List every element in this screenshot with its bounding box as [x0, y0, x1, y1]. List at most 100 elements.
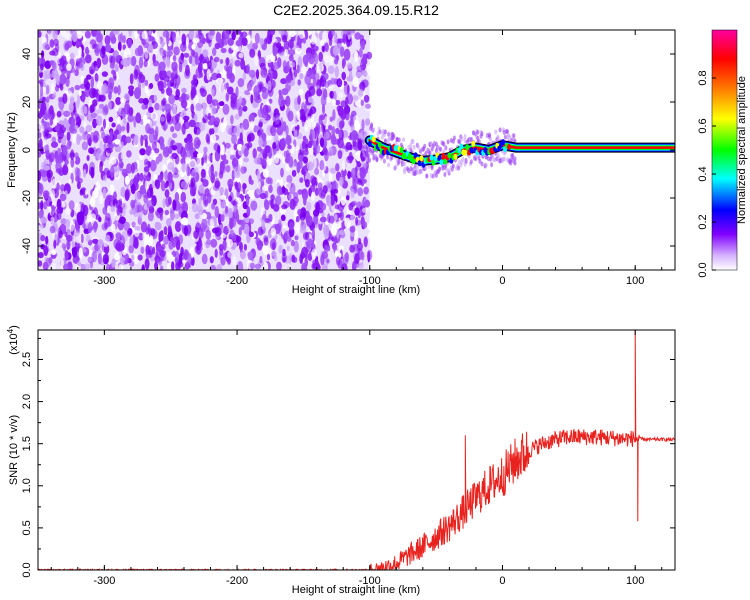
noise-speckle [347, 34, 351, 40]
noise-speckle [72, 101, 76, 114]
noise-speckle [366, 249, 373, 261]
noise-speckle [90, 76, 95, 89]
track-halo [425, 173, 429, 179]
noise-speckle [97, 253, 102, 265]
noise-speckle [341, 160, 346, 171]
noise-speckle [60, 184, 65, 192]
noise-speckle [328, 171, 333, 182]
noise-speckle [88, 147, 95, 154]
noise-speckle [48, 30, 52, 35]
noise-speckle [354, 32, 362, 40]
noise-speckle [90, 112, 98, 119]
track-halo [510, 137, 514, 143]
noise-speckle [330, 77, 335, 86]
noise-speckle [232, 256, 237, 266]
track-halo [506, 129, 509, 135]
noise-speckle [183, 52, 190, 58]
noise-speckle [52, 262, 56, 270]
noise-speckle [79, 126, 85, 134]
noise-speckle [148, 131, 155, 144]
noise-speckle [128, 85, 135, 91]
noise-speckle [366, 51, 373, 60]
noise-speckle [235, 40, 242, 47]
noise-speckle [117, 41, 122, 52]
snr-y-axis-label: SNR (10 * v/v) [8, 415, 20, 485]
noise-speckle [319, 216, 327, 223]
noise-speckle [183, 248, 188, 261]
noise-speckle [163, 226, 168, 236]
noise-speckle [50, 189, 56, 200]
noise-speckle [345, 141, 352, 151]
noise-speckle [242, 157, 249, 163]
noise-speckle [238, 226, 242, 236]
noise-speckle [190, 103, 195, 114]
noise-speckle [322, 72, 329, 81]
noise-speckle [309, 184, 315, 194]
noise-speckle [254, 55, 260, 67]
noise-speckle [305, 30, 309, 40]
noise-speckle [167, 254, 174, 263]
noise-speckle [259, 148, 266, 155]
noise-speckle [196, 152, 204, 159]
noise-speckle [120, 141, 124, 149]
noise-speckle [98, 95, 106, 102]
noise-speckle [54, 124, 60, 132]
noise-speckle [358, 88, 364, 97]
noise-speckle [66, 131, 71, 142]
noise-speckle [332, 98, 336, 106]
noise-speckle [213, 56, 220, 63]
noise-speckle [233, 171, 241, 179]
colorbar-tick-label: 0.4 [697, 166, 709, 181]
noise-speckle [56, 198, 62, 210]
noise-speckle [132, 176, 139, 186]
noise-speckle [101, 84, 107, 96]
noise-speckle [149, 82, 154, 89]
noise-speckle [86, 155, 90, 161]
noise-speckle [348, 203, 354, 211]
noise-speckle [366, 64, 373, 76]
noise-speckle [202, 49, 209, 58]
noise-speckle [205, 106, 213, 117]
noise-speckle [361, 119, 365, 131]
noise-speckle [135, 112, 142, 124]
noise-speckle [258, 137, 263, 147]
noise-speckle [296, 64, 300, 74]
noise-speckle [216, 77, 224, 84]
noise-speckle [49, 117, 53, 126]
noise-speckle [172, 132, 178, 139]
noise-speckle [85, 54, 92, 64]
noise-speckle [269, 33, 273, 43]
noise-speckle [188, 119, 196, 128]
noise-speckle [123, 92, 131, 101]
noise-speckle [338, 130, 343, 139]
track-halo [460, 136, 464, 142]
noise-speckle [278, 44, 282, 54]
noise-speckle [131, 221, 136, 228]
noise-speckle [223, 227, 229, 235]
noise-speckle [185, 156, 191, 165]
track-speckle [411, 158, 416, 165]
noise-speckle [298, 108, 306, 121]
noise-speckle [143, 158, 149, 167]
noise-speckle [227, 257, 231, 265]
track-halo [423, 143, 427, 149]
noise-speckle [273, 203, 280, 212]
noise-speckle [208, 180, 212, 189]
snr-series-line [38, 330, 675, 570]
noise-speckle [122, 252, 130, 265]
noise-speckle [170, 126, 175, 133]
noise-speckle [114, 63, 119, 72]
noise-speckle [227, 238, 234, 248]
noise-speckle [363, 94, 370, 103]
noise-speckle [291, 254, 296, 263]
track-halo [447, 168, 451, 174]
track-halo [480, 161, 484, 167]
noise-speckle [112, 50, 120, 60]
noise-speckle [242, 72, 246, 81]
track-halo [428, 150, 432, 156]
noise-speckle [350, 188, 355, 199]
noise-speckle [140, 246, 145, 254]
noise-speckle [173, 213, 180, 219]
noise-speckle [138, 56, 144, 69]
noise-speckle [189, 187, 196, 196]
